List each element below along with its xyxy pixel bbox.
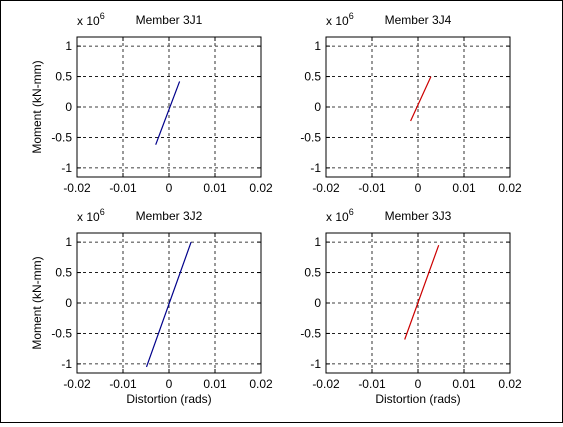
x-tick-label: -0.02 <box>63 377 91 391</box>
y-tick-label: 0.5 <box>304 266 321 280</box>
x-tick-label: 0.01 <box>203 377 227 391</box>
x-tick-label: 0.02 <box>498 181 522 195</box>
y-tick-label: 0 <box>65 100 72 114</box>
x-tick-label: -0.02 <box>312 181 340 195</box>
exponent-power: 6 <box>100 11 105 21</box>
exponent-power: 6 <box>100 207 105 217</box>
y-tick-label: 0 <box>314 296 321 310</box>
y-tick-label: 1 <box>65 39 72 53</box>
exponent-label: x 106 <box>77 207 105 224</box>
chart-title: Member 3J2 <box>136 209 203 223</box>
x-tick-label: 0.01 <box>452 181 476 195</box>
x-tick-label: 0.02 <box>249 377 273 391</box>
x-tick-label: -0.01 <box>358 377 386 391</box>
y-tick-label: -1 <box>310 161 321 175</box>
exponent-power: 6 <box>349 11 354 21</box>
x-axis-label: Distortion (rads) <box>126 392 211 406</box>
x-tick-label: -0.01 <box>358 181 386 195</box>
data-series-line <box>145 241 192 368</box>
y-tick-label: -0.5 <box>300 130 321 144</box>
y-tick-label: -1 <box>61 161 72 175</box>
x-tick-label: -0.01 <box>109 181 137 195</box>
y-tick-label: 0.5 <box>55 266 72 280</box>
x-tick-label: 0.01 <box>452 377 476 391</box>
chart-panel-1: -0.02 -0.01 0 0.01 0.02 1 0.5 0 -0.5 -1 x 106 Membe… <box>30 11 273 195</box>
x-tick-label: -0.02 <box>312 377 340 391</box>
exponent-base: x 10 <box>326 210 349 224</box>
y-tick-label: 0 <box>314 100 321 114</box>
y-tick-label: -0.5 <box>300 326 321 340</box>
exponent-label: x 106 <box>326 11 354 28</box>
x-tick-label: -0.02 <box>63 181 91 195</box>
y-tick-label: 0.5 <box>55 70 72 84</box>
y-axis-label: Moment (kN-mm) <box>30 256 44 349</box>
data-series-line <box>410 76 432 122</box>
chart-panel-3: -0.02 -0.01 0 0.01 0.02 1 0.5 0 -0.5 -1 x 106 Membe… <box>30 207 273 406</box>
y-tick-label: 0 <box>65 296 72 310</box>
chart-title: Member 3J1 <box>136 13 203 27</box>
chart-title: Member 3J3 <box>385 209 452 223</box>
y-tick-label: -1 <box>310 357 321 371</box>
exponent-label: x 106 <box>77 11 105 28</box>
y-tick-label: -0.5 <box>51 130 72 144</box>
y-tick-label: 1 <box>314 235 321 249</box>
x-axis-label: Distortion (rads) <box>375 392 460 406</box>
exponent-base: x 10 <box>326 14 349 28</box>
x-tick-label: -0.01 <box>109 377 137 391</box>
x-tick-label: 0 <box>415 377 422 391</box>
data-series-line <box>404 244 440 340</box>
chart-panel-2: -0.02 -0.01 0 0.01 0.02 1 0.5 0 -0.5 -1 x 106 Membe… <box>300 11 522 195</box>
y-tick-label: 1 <box>65 235 72 249</box>
y-axis-label: Moment (kN-mm) <box>30 60 44 153</box>
x-tick-label: 0.02 <box>498 377 522 391</box>
x-tick-label: 0 <box>166 181 173 195</box>
exponent-label: x 106 <box>326 207 354 224</box>
x-tick-label: 0 <box>166 377 173 391</box>
x-tick-label: 0.02 <box>249 181 273 195</box>
chart-title: Member 3J4 <box>385 13 452 27</box>
y-tick-label: 0.5 <box>304 70 321 84</box>
exponent-base: x 10 <box>77 210 100 224</box>
chart-panel-4: -0.02 -0.01 0 0.01 0.02 1 0.5 0 -0.5 -1 x 106 Membe… <box>300 207 522 406</box>
y-tick-label: 1 <box>314 39 321 53</box>
data-series-line <box>155 81 181 145</box>
exponent-base: x 10 <box>77 14 100 28</box>
y-tick-label: -0.5 <box>51 326 72 340</box>
y-tick-label: -1 <box>61 357 72 371</box>
exponent-power: 6 <box>349 207 354 217</box>
x-tick-label: 0.01 <box>203 181 227 195</box>
x-tick-label: 0 <box>415 181 422 195</box>
